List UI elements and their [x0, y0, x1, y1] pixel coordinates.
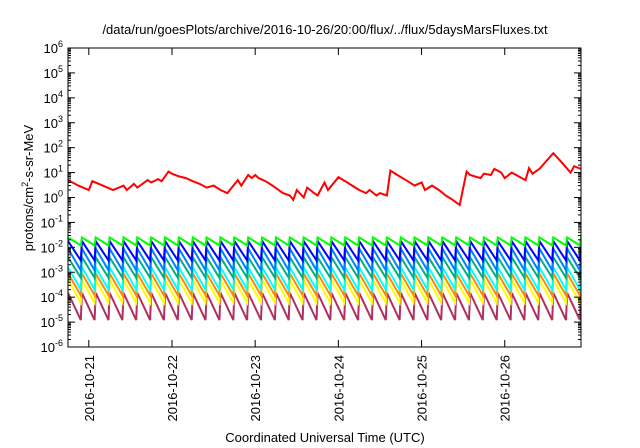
series-line-teeth-6 — [68, 237, 581, 264]
axes-layer: 10-6 10-5 10-4 10-3 10-2 10-1 100 101 102 103 104 1… — [41, 39, 582, 422]
y-tick-label: 10-1 — [41, 213, 63, 230]
y-tick-label: 101 — [44, 164, 63, 181]
series-line-teeth-4 — [68, 253, 581, 282]
x-tick-label: 2016-10-24 — [331, 355, 346, 422]
y-tick-label: 10-2 — [41, 238, 63, 255]
series-line-teeth-5 — [68, 245, 581, 274]
y-tick-label: 10-4 — [41, 288, 63, 305]
x-tick-label: 2016-10-26 — [498, 355, 513, 422]
y-tick-label: 10-6 — [41, 338, 63, 355]
x-axis-label: Coordinated Universal Time (UTC) — [225, 430, 424, 445]
svg-text:protons/cm2-s-sr-MeV: protons/cm2-s-sr-MeV — [20, 124, 36, 251]
y-tick-label: 10-3 — [41, 263, 63, 280]
y-tick-label: 106 — [44, 39, 63, 56]
y-tick-label: 102 — [44, 139, 63, 156]
y-axis-label-rest: -s-sr-MeV — [21, 124, 36, 181]
plot-frame — [67, 47, 582, 348]
y-axis-label-sup: 2 — [20, 182, 30, 187]
series-line-teeth-7 — [68, 235, 581, 248]
series-layer — [68, 151, 581, 321]
x-tick-label: 2016-10-25 — [415, 355, 430, 422]
x-tick-label: 2016-10-21 — [82, 355, 97, 422]
y-axis-label: protons/cm2-s-sr-MeV — [20, 124, 36, 251]
series-line-teeth-2 — [68, 269, 581, 299]
y-axis-label-base: protons/cm — [21, 187, 36, 251]
y-tick-label: 103 — [44, 114, 63, 131]
x-tick-label: 2016-10-23 — [248, 355, 263, 422]
series-line-teeth-3 — [68, 263, 581, 294]
chart-title: /data/run/goesPlots/archive/2016-10-26/2… — [102, 22, 548, 37]
x-tick-label: 2016-10-22 — [165, 355, 180, 422]
y-tick-label: 104 — [44, 89, 63, 106]
series-line-teeth-0 — [68, 292, 581, 321]
series-line-main-0 — [68, 151, 581, 207]
y-tick-label: 100 — [44, 189, 63, 206]
series-line-teeth-1 — [68, 276, 581, 307]
y-tick-label: 105 — [44, 64, 63, 81]
y-tick-label: 10-5 — [41, 313, 63, 330]
